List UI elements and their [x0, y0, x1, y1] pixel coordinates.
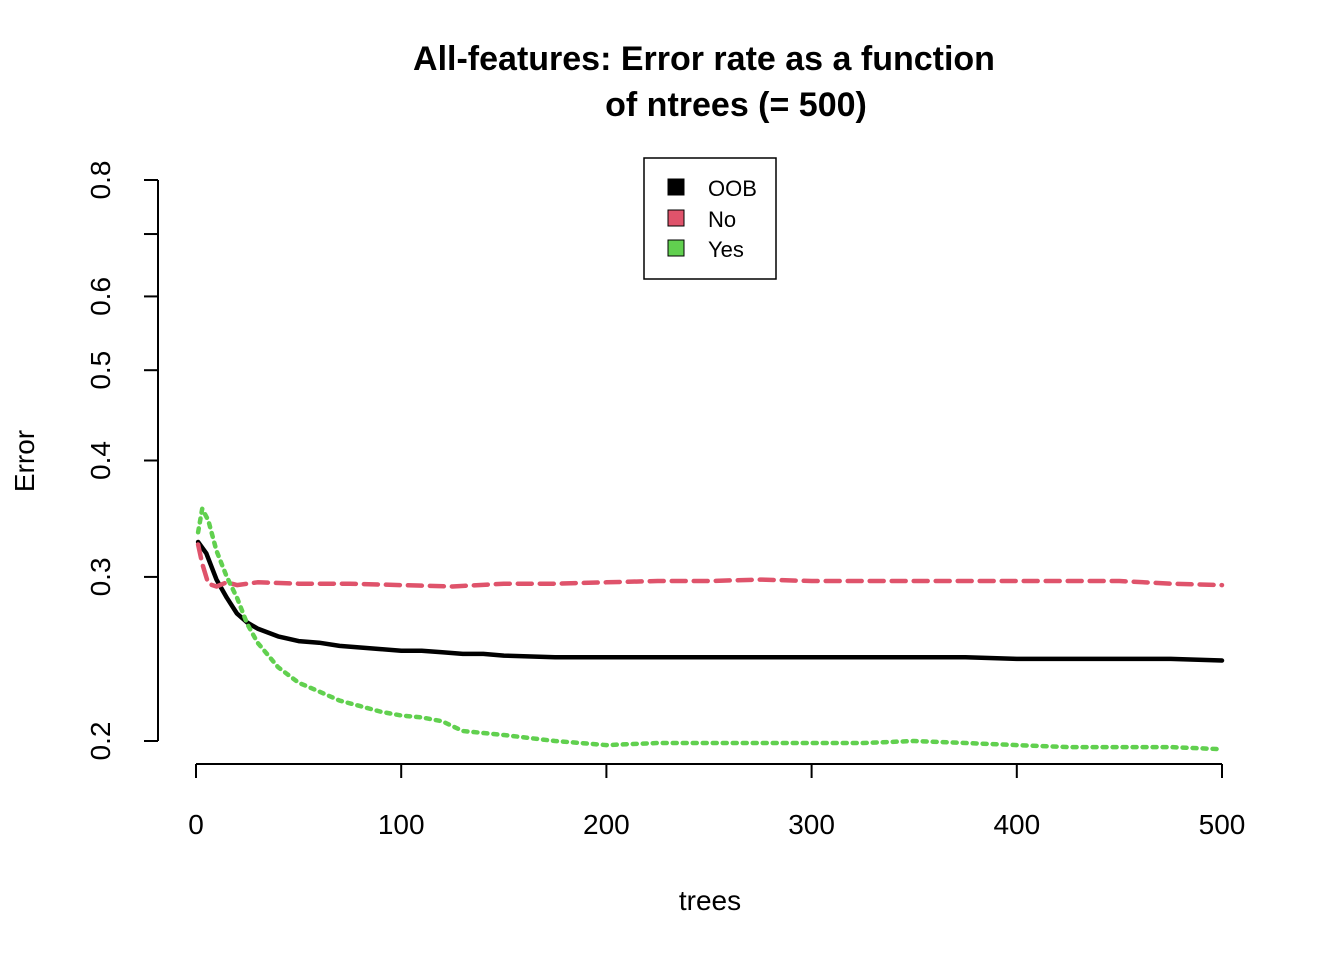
x-tick-label-300: 300 [788, 809, 835, 840]
series-line-no [195, 542, 1225, 589]
series-line-oob [195, 539, 1225, 663]
legend-label-no: No [708, 207, 736, 232]
x-tick-label-400: 400 [993, 809, 1040, 840]
legend-box [643, 157, 777, 280]
y-axis-label: Error [9, 430, 40, 492]
series-line-yes [195, 506, 1225, 752]
series-layer [195, 506, 1225, 752]
legend-swatch-oob [667, 178, 685, 196]
x-tick-label-100: 100 [378, 809, 425, 840]
y-axis: 0.2 0.3 0.4 0.5 0.6 0.8 [85, 161, 159, 761]
x-axis: 0 100 200 300 400 500 [188, 763, 1246, 840]
legend-label-oob: OOB [708, 176, 757, 201]
x-tick-label-200: 200 [583, 809, 630, 840]
x-tick-label-500: 500 [1199, 809, 1246, 840]
legend: OOB No Yes [643, 157, 777, 280]
y-tick-label-0.2: 0.2 [85, 722, 116, 761]
y-tick-label-0.3: 0.3 [85, 557, 116, 596]
x-tick-label-0: 0 [188, 809, 204, 840]
chart-title-line-1: All-features: Error rate as a function [413, 40, 995, 78]
chart-title-line-2: of ntrees (= 500) [605, 86, 867, 124]
y-tick-label-0.5: 0.5 [85, 351, 116, 390]
legend-swatch-no [667, 209, 685, 227]
y-tick-label-0.4: 0.4 [85, 441, 116, 480]
y-tick-label-0.6: 0.6 [85, 277, 116, 316]
y-tick-label-0.8: 0.8 [85, 161, 116, 200]
legend-swatch-yes [667, 239, 685, 257]
legend-label-yes: Yes [708, 237, 744, 262]
x-axis-label: trees [679, 885, 741, 916]
